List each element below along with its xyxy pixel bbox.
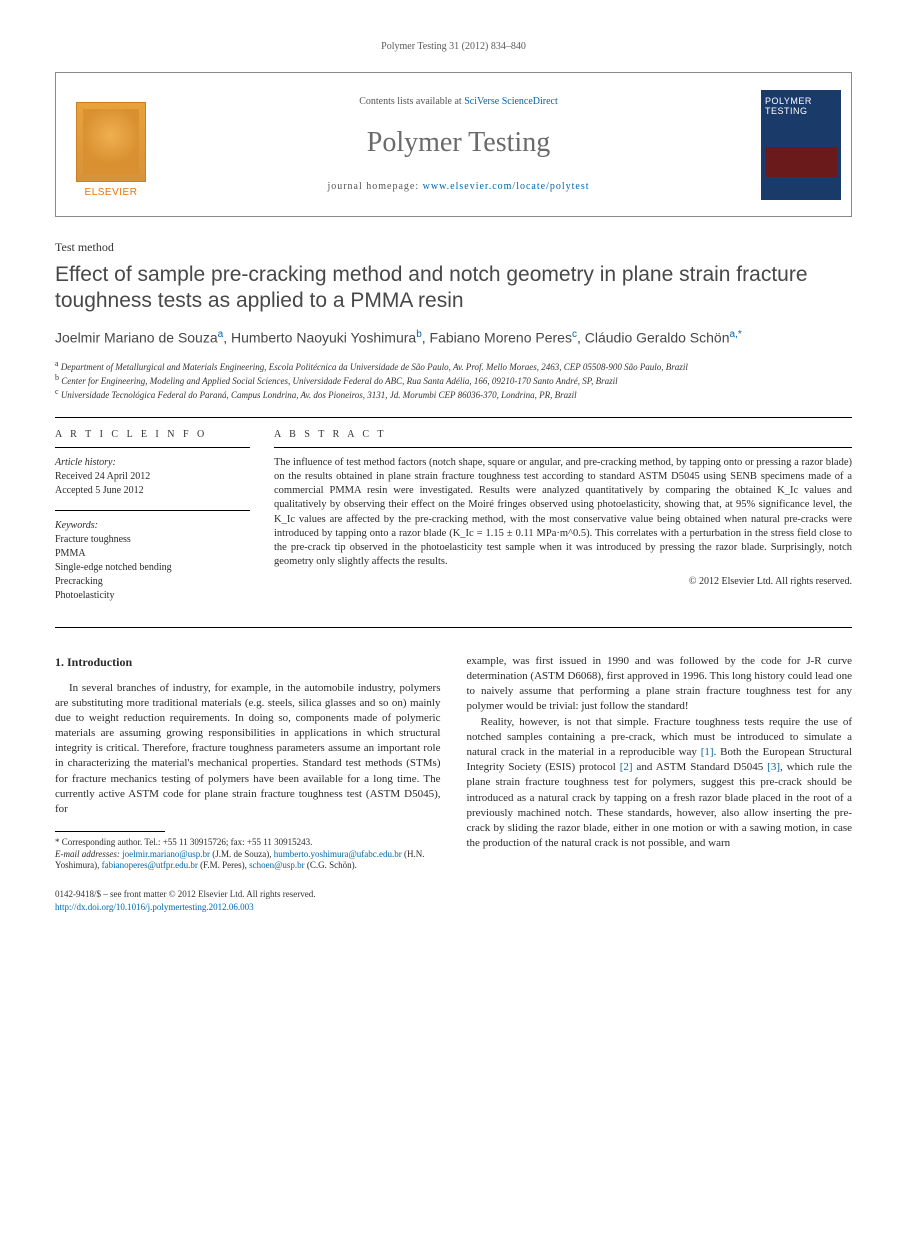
journal-header: ELSEVIER Contents lists available at Sci… bbox=[55, 72, 852, 217]
author-affil-sup: c bbox=[572, 329, 577, 340]
cover-title-1: POLYMER bbox=[765, 96, 837, 107]
author-name[interactable]: Humberto Naoyuki Yoshimura bbox=[231, 330, 416, 346]
keyword: PMMA bbox=[55, 547, 250, 561]
email-who: (F.M. Peres), bbox=[198, 860, 249, 870]
section-heading-introduction: 1. Introduction bbox=[55, 654, 441, 671]
journal-title: Polymer Testing bbox=[367, 123, 550, 162]
affiliation: a Department of Metallurgical and Materi… bbox=[55, 359, 852, 373]
doi-line: http://dx.doi.org/10.1016/j.polymertesti… bbox=[55, 901, 316, 914]
article-info-column: A R T I C L E I N F O Article history: R… bbox=[55, 428, 250, 615]
body-text: and ASTM Standard D5045 bbox=[633, 761, 768, 773]
body-two-columns: 1. Introduction In several branches of i… bbox=[55, 654, 852, 872]
author-affil-sup: b bbox=[416, 329, 422, 340]
corresponding-author-note: * Corresponding author. Tel.: +55 11 309… bbox=[55, 837, 441, 849]
sciencedirect-link[interactable]: SciVerse ScienceDirect bbox=[464, 96, 558, 107]
doi-link[interactable]: http://dx.doi.org/10.1016/j.polymertesti… bbox=[55, 902, 254, 912]
keyword: Fracture toughness bbox=[55, 533, 250, 547]
cover-cell: POLYMER TESTING bbox=[751, 73, 851, 216]
author-email-link[interactable]: fabianoperes@utfpr.edu.br bbox=[102, 860, 198, 870]
affil-sup: a bbox=[55, 359, 59, 368]
tree-icon bbox=[76, 102, 146, 182]
affiliation: b Center for Engineering, Modeling and A… bbox=[55, 373, 852, 387]
accepted-date: Accepted 5 June 2012 bbox=[55, 484, 250, 498]
citation-link[interactable]: [2] bbox=[620, 761, 633, 773]
article-info-head: A R T I C L E I N F O bbox=[55, 428, 250, 448]
running-head: Polymer Testing 31 (2012) 834–840 bbox=[55, 40, 852, 54]
abstract-text: The influence of test method factors (no… bbox=[274, 456, 852, 569]
elsevier-logo[interactable]: ELSEVIER bbox=[69, 90, 154, 200]
body-paragraph: example, was first issued in 1990 and wa… bbox=[467, 654, 853, 715]
doi-value: 10.1016/j.polymertesting.2012.06.003 bbox=[116, 902, 254, 912]
body-paragraph: Reality, however, is not that simple. Fr… bbox=[467, 715, 853, 852]
affiliation: c Universidade Tecnológica Federal do Pa… bbox=[55, 387, 852, 401]
footnote-block: * Corresponding author. Tel.: +55 11 309… bbox=[55, 831, 441, 872]
author-affil-sup: a,* bbox=[730, 329, 742, 340]
citation-link[interactable]: [3] bbox=[767, 761, 780, 773]
affil-text: Center for Engineering, Modeling and App… bbox=[61, 376, 617, 386]
cover-title-2: TESTING bbox=[765, 106, 837, 117]
contents-prefix: Contents lists available at bbox=[359, 96, 464, 107]
email-label: E-mail addresses: bbox=[55, 849, 120, 859]
front-matter-line: 0142-9418/$ – see front matter © 2012 El… bbox=[55, 888, 316, 901]
homepage-prefix: journal homepage: bbox=[327, 181, 422, 192]
homepage-link[interactable]: www.elsevier.com/locate/polytest bbox=[423, 181, 590, 192]
footnote-separator bbox=[55, 831, 165, 832]
doi-prefix: http://dx.doi.org/ bbox=[55, 902, 116, 912]
author-email-link[interactable]: joelmir.mariano@usp.br bbox=[122, 849, 210, 859]
abstract-copyright: © 2012 Elsevier Ltd. All rights reserved… bbox=[274, 575, 852, 589]
keyword: Single-edge notched bending bbox=[55, 561, 250, 575]
affil-text: Department of Metallurgical and Material… bbox=[61, 362, 688, 372]
info-abstract-row: A R T I C L E I N F O Article history: R… bbox=[55, 417, 852, 628]
author-email-link[interactable]: schoen@usp.br bbox=[249, 860, 305, 870]
article-history-block: Article history: Received 24 April 2012 … bbox=[55, 456, 250, 498]
author-name[interactable]: Cláudio Geraldo Schön bbox=[585, 330, 730, 346]
affiliation-list: a Department of Metallurgical and Materi… bbox=[55, 359, 852, 401]
header-center: Contents lists available at SciVerse Sci… bbox=[166, 73, 751, 216]
keyword: Photoelasticity bbox=[55, 589, 250, 603]
keywords-label: Keywords: bbox=[55, 519, 250, 533]
publisher-logo-cell: ELSEVIER bbox=[56, 73, 166, 216]
citation-link[interactable]: [1] bbox=[701, 746, 714, 758]
author-name[interactable]: Fabiano Moreno Peres bbox=[430, 330, 572, 346]
body-paragraph: In several branches of industry, for exa… bbox=[55, 681, 441, 818]
email-who: (J.M. de Souza), bbox=[210, 849, 274, 859]
contents-available-line: Contents lists available at SciVerse Sci… bbox=[359, 95, 558, 109]
footer-left: 0142-9418/$ – see front matter © 2012 El… bbox=[55, 888, 316, 913]
keyword: Precracking bbox=[55, 575, 250, 589]
journal-cover-thumbnail[interactable]: POLYMER TESTING bbox=[761, 90, 841, 200]
history-label: Article history: bbox=[55, 456, 250, 470]
info-divider bbox=[55, 510, 250, 511]
abstract-head: A B S T R A C T bbox=[274, 428, 852, 448]
email-addresses-line: E-mail addresses: joelmir.mariano@usp.br… bbox=[55, 849, 441, 872]
cover-band bbox=[765, 147, 837, 177]
author-list: Joelmir Mariano de Souzaa, Humberto Naoy… bbox=[55, 328, 852, 348]
affil-sup: b bbox=[55, 373, 59, 382]
article-section-tag: Test method bbox=[55, 239, 852, 256]
affil-text: Universidade Tecnológica Federal do Para… bbox=[61, 390, 577, 400]
received-date: Received 24 April 2012 bbox=[55, 470, 250, 484]
page-footer: 0142-9418/$ – see front matter © 2012 El… bbox=[55, 888, 852, 913]
publisher-name: ELSEVIER bbox=[85, 186, 138, 200]
author-affil-sup: a bbox=[218, 329, 224, 340]
author-email-link[interactable]: humberto.yoshimura@ufabc.edu.br bbox=[274, 849, 402, 859]
author-name[interactable]: Joelmir Mariano de Souza bbox=[55, 330, 218, 346]
abstract-column: A B S T R A C T The influence of test me… bbox=[274, 428, 852, 615]
keywords-block: Keywords: Fracture toughness PMMA Single… bbox=[55, 519, 250, 603]
affil-sup: c bbox=[55, 387, 59, 396]
body-text: , which rule the plane strain fracture t… bbox=[467, 761, 853, 849]
email-who: (C.G. Schön). bbox=[305, 860, 357, 870]
journal-homepage-line: journal homepage: www.elsevier.com/locat… bbox=[327, 180, 589, 194]
article-title: Effect of sample pre-cracking method and… bbox=[55, 262, 852, 315]
